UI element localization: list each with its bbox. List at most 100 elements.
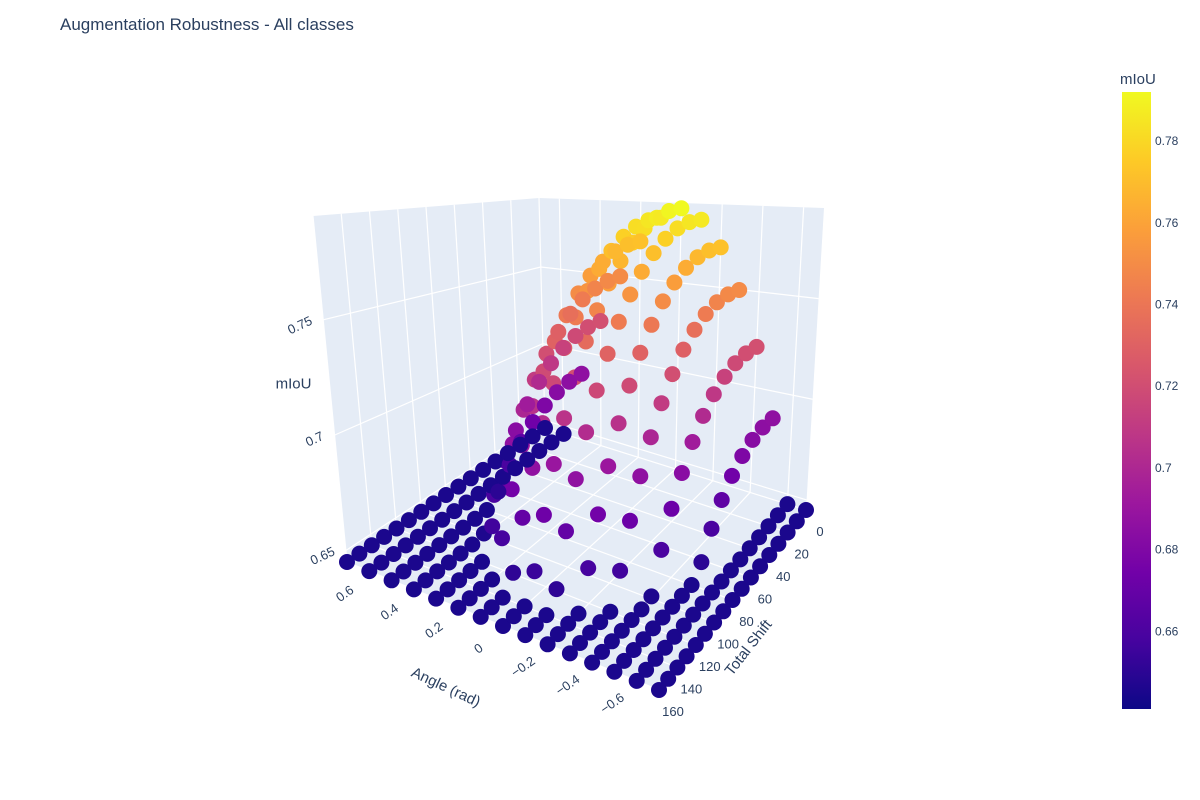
data-point (538, 607, 555, 624)
data-point (483, 599, 500, 616)
data-point (643, 316, 660, 333)
y-tick-label: 0.6 (333, 582, 356, 605)
data-point (494, 589, 511, 606)
data-point (683, 577, 700, 593)
data-point (567, 471, 584, 488)
data-point (696, 625, 713, 642)
colorbar-tick-label: 0.72 (1155, 379, 1179, 393)
data-point (622, 512, 638, 529)
data-point (580, 319, 596, 336)
data-point (464, 536, 481, 553)
data-point (407, 554, 424, 571)
data-point (661, 203, 678, 219)
data-point (550, 323, 567, 340)
colorbar-title: mIoU (1120, 71, 1156, 88)
data-point (361, 563, 378, 580)
data-point (439, 581, 456, 598)
data-point (607, 243, 624, 260)
data-point (741, 540, 758, 557)
data-point (397, 537, 414, 554)
grid-line (323, 266, 541, 321)
data-point (376, 528, 393, 545)
data-point (409, 528, 426, 545)
data-point (693, 211, 710, 228)
data-point (748, 338, 765, 355)
data-point (574, 291, 591, 308)
data-point (734, 448, 751, 464)
data-point (588, 382, 605, 399)
data-point (478, 502, 495, 518)
data-point (592, 614, 609, 631)
data-point (751, 529, 768, 546)
data-point (505, 608, 522, 625)
data-point (666, 274, 683, 291)
data-point (603, 633, 620, 650)
colorbar-tick-label: 0.68 (1155, 543, 1179, 557)
data-point (561, 645, 578, 662)
data-point (484, 518, 501, 535)
data-point (429, 563, 446, 580)
data-point (622, 286, 639, 303)
data-point (507, 460, 524, 477)
data-point (660, 670, 677, 687)
data-point (584, 654, 601, 671)
data-point (669, 659, 686, 676)
colorbar-tick-label: 0.76 (1155, 216, 1179, 230)
data-point (458, 494, 475, 511)
data-point (514, 509, 531, 526)
data-point (555, 339, 572, 356)
data-point (733, 580, 750, 597)
data-point (673, 465, 690, 481)
data-point (531, 373, 548, 390)
y-tick-label: −0.6 (597, 690, 627, 717)
data-point (621, 377, 638, 394)
data-point (664, 598, 681, 615)
data-point (462, 563, 479, 579)
data-point (443, 528, 460, 545)
data-point (545, 456, 562, 472)
colorbar-tick-label: 0.74 (1155, 297, 1179, 311)
data-point (395, 563, 412, 580)
data-point (724, 592, 741, 608)
data-point (657, 639, 673, 656)
data-point (539, 636, 556, 653)
data-point (524, 428, 541, 445)
data-point (549, 626, 566, 643)
grid-line (397, 209, 422, 512)
grid-line (481, 202, 497, 462)
data-point (732, 551, 749, 568)
data-point (600, 458, 617, 475)
data-point (462, 470, 479, 487)
data-point (703, 520, 720, 537)
data-point (405, 581, 422, 598)
data-point (567, 328, 584, 344)
data-point (536, 397, 553, 414)
data-point (705, 386, 722, 403)
y-tick-label: 0.2 (422, 619, 445, 642)
data-point (440, 554, 457, 571)
data-point (761, 547, 778, 563)
data-point (651, 682, 667, 698)
data-point (685, 606, 702, 623)
data-point (383, 572, 400, 589)
data-point (616, 652, 633, 669)
data-point (531, 443, 548, 459)
data-point (645, 620, 661, 637)
data-point (543, 434, 560, 451)
grid-line (334, 343, 544, 436)
data-point (704, 584, 720, 601)
data-point (722, 562, 739, 579)
data-point (779, 524, 796, 541)
data-point (594, 643, 610, 660)
data-point (654, 293, 671, 310)
data-point (570, 605, 587, 622)
data-point (684, 434, 701, 450)
data-point (708, 294, 725, 311)
data-point (602, 603, 619, 620)
grid-line (368, 211, 398, 529)
data-point (351, 545, 368, 562)
data-point (764, 410, 781, 427)
data-point (599, 345, 616, 362)
